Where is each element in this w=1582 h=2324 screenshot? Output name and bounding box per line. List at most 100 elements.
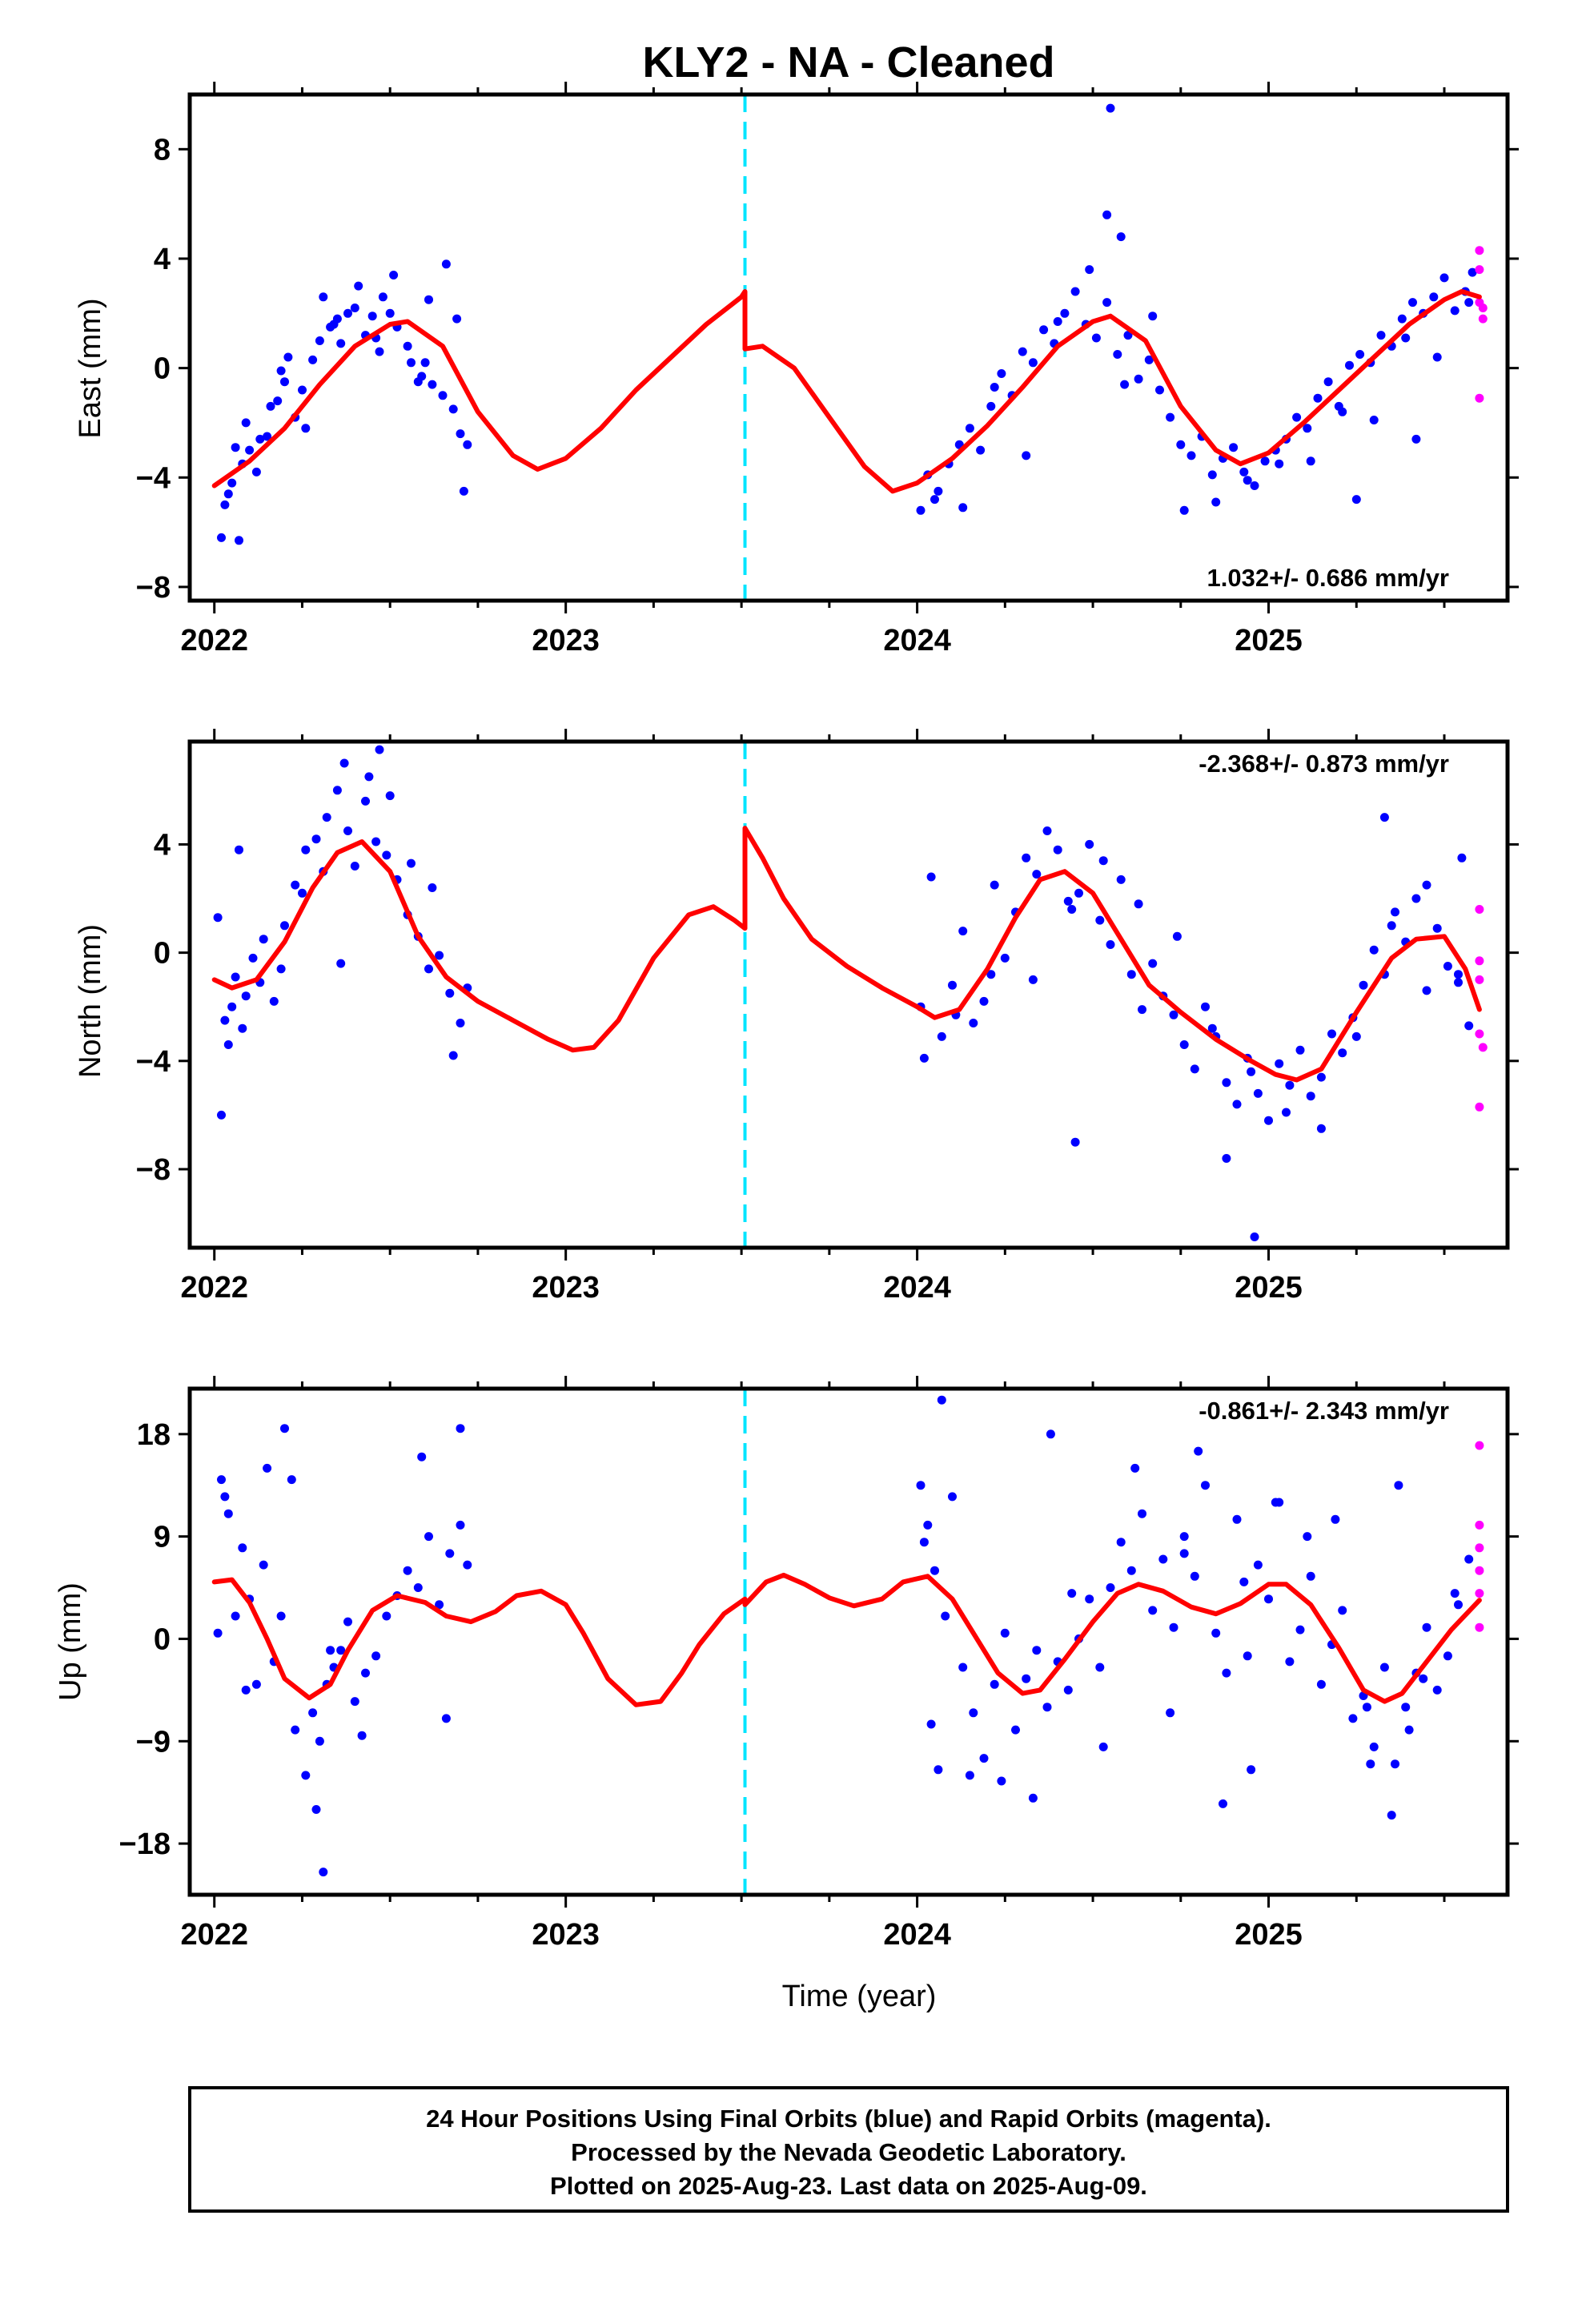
final-point-east xyxy=(263,432,272,441)
final-point-up xyxy=(1032,1646,1042,1655)
final-point-east xyxy=(367,312,377,321)
final-point-east xyxy=(336,339,346,348)
final-point-north xyxy=(1063,896,1073,906)
final-point-north xyxy=(301,845,311,854)
final-point-up xyxy=(1264,1594,1273,1604)
final-point-east xyxy=(1166,412,1175,422)
final-point-north xyxy=(1201,1002,1210,1011)
final-point-east xyxy=(1401,333,1411,343)
final-point-up xyxy=(1166,1708,1175,1718)
final-point-up xyxy=(1454,1600,1463,1610)
final-point-north xyxy=(231,972,240,982)
final-point-north xyxy=(948,980,957,990)
final-point-east xyxy=(1028,358,1038,368)
final-point-up xyxy=(1379,1663,1389,1672)
final-point-up xyxy=(220,1492,230,1502)
y-tick-label-east: −8 xyxy=(136,571,171,605)
rate-label-north: -2.368+/- 0.873 mm/yr xyxy=(1199,750,1449,778)
final-point-up xyxy=(1067,1589,1077,1598)
final-point-east xyxy=(280,377,289,387)
final-point-up xyxy=(1169,1622,1178,1632)
final-point-up xyxy=(969,1708,978,1718)
final-point-east xyxy=(407,358,416,368)
final-point-up xyxy=(1432,1685,1442,1695)
rapid-point-north xyxy=(1478,1043,1488,1052)
final-point-north xyxy=(1457,853,1467,862)
final-point-north xyxy=(1359,980,1368,990)
model-line-up xyxy=(211,1572,1482,1707)
final-point-east xyxy=(1432,352,1442,362)
note-line-3: Plotted on 2025-Aug-23. Last data on 202… xyxy=(550,2172,1147,2200)
final-point-north xyxy=(213,913,223,923)
x-tick-label-east: 2022 xyxy=(180,624,248,657)
final-point-north xyxy=(227,1002,237,1011)
final-point-north xyxy=(1222,1154,1231,1163)
final-point-up xyxy=(241,1685,251,1695)
final-point-east xyxy=(1116,232,1126,242)
final-point-north xyxy=(1232,1100,1242,1109)
final-point-north xyxy=(448,1051,458,1060)
note-line-1: 24 Hour Positions Using Final Orbits (bl… xyxy=(426,2105,1271,2133)
final-point-up xyxy=(417,1452,427,1462)
final-point-up xyxy=(1201,1481,1210,1490)
final-point-east xyxy=(459,486,468,496)
x-tick-label-north: 2022 xyxy=(180,1271,248,1305)
final-point-up xyxy=(1042,1703,1052,1712)
final-point-up xyxy=(1239,1577,1249,1586)
final-point-up xyxy=(315,1736,324,1746)
final-point-east xyxy=(245,445,255,455)
final-point-east xyxy=(420,358,430,368)
final-point-north xyxy=(241,991,251,1001)
final-point-east xyxy=(283,352,293,362)
final-point-east xyxy=(319,292,328,302)
final-point-up xyxy=(1138,1509,1146,1518)
final-point-east xyxy=(1376,331,1386,340)
rapid-point-north xyxy=(1475,1102,1484,1112)
final-point-east xyxy=(1464,298,1474,308)
rapid-point-east xyxy=(1478,304,1488,312)
final-point-north xyxy=(248,953,258,963)
final-point-north xyxy=(298,888,307,898)
final-point-north xyxy=(259,935,268,944)
final-point-north xyxy=(1169,1010,1178,1019)
final-point-up xyxy=(291,1725,300,1735)
note-box: 24 Hour Positions Using Final Orbits (bl… xyxy=(188,2086,1509,2213)
final-point-east xyxy=(1144,355,1154,364)
final-point-up xyxy=(979,1754,989,1763)
final-point-north xyxy=(1067,905,1077,914)
final-point-east xyxy=(417,372,427,381)
final-point-up xyxy=(424,1532,433,1542)
final-point-up xyxy=(1464,1554,1474,1564)
final-point-up xyxy=(1295,1625,1305,1634)
final-point-north xyxy=(375,745,384,754)
final-point-north xyxy=(1264,1116,1273,1125)
final-point-up xyxy=(361,1668,370,1678)
final-point-north xyxy=(958,927,968,936)
final-point-east xyxy=(223,489,233,499)
final-point-up xyxy=(1211,1628,1221,1638)
final-point-up xyxy=(1106,1583,1115,1592)
final-point-north xyxy=(456,1019,465,1027)
final-point-north xyxy=(1106,940,1115,949)
final-point-east xyxy=(1123,331,1133,340)
final-point-north xyxy=(1247,1067,1256,1076)
final-point-up xyxy=(456,1520,465,1530)
y-tick-label-east: 4 xyxy=(154,243,171,276)
rapid-point-north xyxy=(1475,956,1484,966)
final-point-north xyxy=(1275,1059,1284,1068)
final-point-east xyxy=(1429,292,1439,302)
final-point-east xyxy=(1179,505,1189,515)
final-point-north xyxy=(364,772,374,782)
final-point-up xyxy=(435,1600,444,1610)
final-point-north xyxy=(428,883,437,892)
final-point-up xyxy=(276,1611,286,1621)
final-point-up xyxy=(1285,1657,1295,1667)
final-point-north xyxy=(424,964,433,974)
final-point-north xyxy=(1222,1078,1231,1088)
final-point-north xyxy=(926,872,936,882)
y-tick-label-north: −8 xyxy=(136,1153,171,1187)
final-point-east xyxy=(448,404,458,414)
final-point-up xyxy=(930,1566,939,1575)
y-tick-label-east: 8 xyxy=(154,133,171,167)
final-point-north xyxy=(361,796,370,806)
